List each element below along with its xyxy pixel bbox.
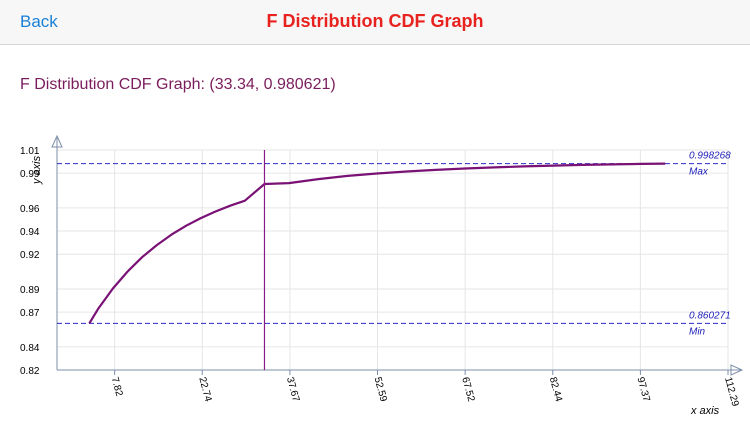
chart-series	[88, 162, 666, 324]
x-tick-label: 82.44	[547, 376, 564, 403]
x-tick-label: 37.67	[284, 376, 301, 403]
back-button[interactable]: Back	[20, 12, 58, 31]
chart-reference-lines: 0.998268 Max 0.860271 Min	[57, 151, 731, 337]
y-tick-label: 0.96	[20, 204, 40, 215]
x-tick-label: 112.29	[722, 376, 740, 408]
x-axis-arrow	[730, 364, 744, 376]
max-value-label: 0.998268	[689, 151, 731, 162]
page-title: F Distribution CDF Graph	[266, 11, 484, 31]
y-tick-label: 0.87	[20, 308, 40, 319]
min-label: Min	[689, 326, 706, 337]
chart-axes	[51, 134, 744, 376]
navigation-bar: Back F Distribution CDF Graph	[0, 0, 750, 45]
y-tick-label: 0.94	[20, 227, 40, 238]
y-tick-label: 1.01	[20, 146, 40, 157]
y-axis-arrow	[51, 134, 63, 148]
x-tick-label: 52.59	[372, 376, 389, 403]
y-tick-label: 0.92	[20, 250, 40, 261]
cdf-series-line	[88, 162, 666, 324]
x-tick-label: 22.74	[196, 376, 213, 403]
y-tick-label: 0.99	[20, 169, 40, 180]
x-tick-label: 97.37	[635, 376, 652, 403]
y-axis-label: y axis	[31, 155, 43, 185]
graph-point-readout: F Distribution CDF Graph: (33.34, 0.9806…	[20, 76, 336, 93]
x-tick-label: 7.82	[109, 376, 125, 398]
x-tick-label: 67.52	[459, 376, 476, 403]
chart-tick-labels: 1.01 0.99 0.96 0.94 0.92 0.89 0.87 0.84 0.82 7.82…	[20, 146, 741, 408]
x-axis-label: x axis	[690, 405, 720, 417]
y-tick-label: 0.84	[20, 343, 40, 354]
chart-grid	[57, 149, 729, 371]
y-tick-label: 0.82	[20, 366, 40, 377]
min-value-label: 0.860271	[689, 310, 731, 321]
y-tick-label: 0.89	[20, 285, 40, 296]
max-label: Max	[689, 167, 709, 178]
